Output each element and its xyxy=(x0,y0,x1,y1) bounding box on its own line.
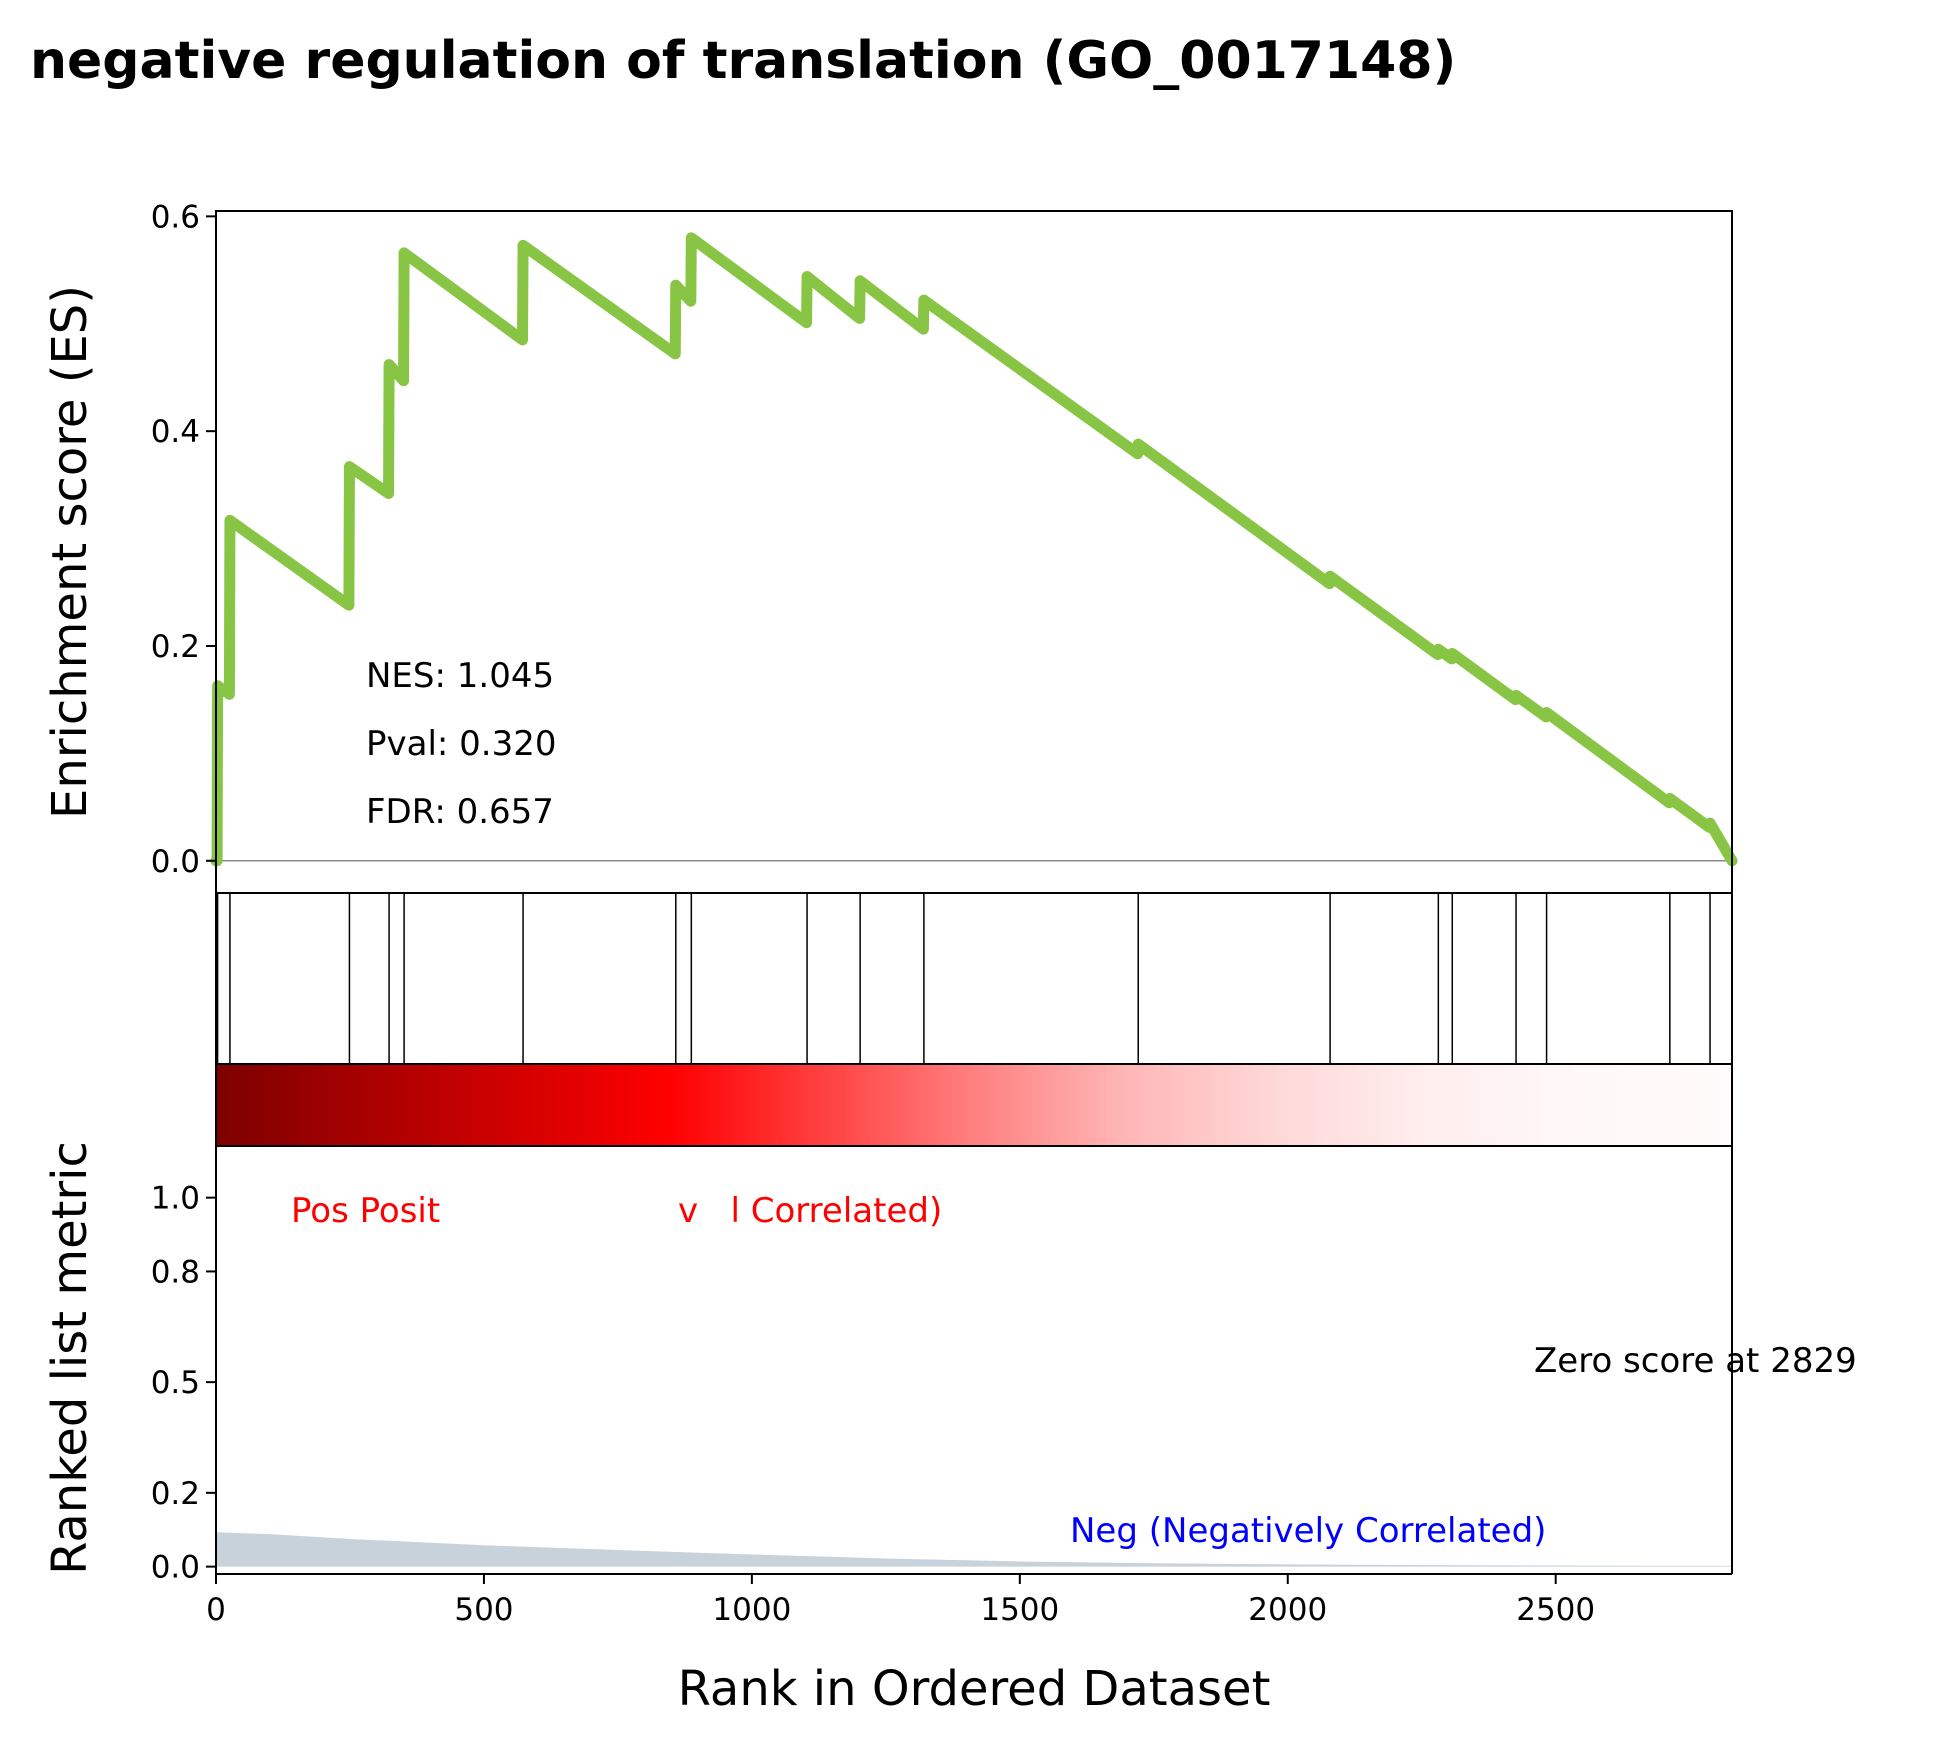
x-ticks: 0 500 1000 1500 2000 2500 xyxy=(206,1574,1595,1628)
ranked-y-tick-label: 1.0 xyxy=(151,1181,200,1217)
heatmap-strip xyxy=(216,1064,1732,1146)
chart-title: negative regulation of translation (GO_0… xyxy=(30,31,1456,91)
ranked-y-tick-label: 0.5 xyxy=(151,1365,200,1401)
x-tick-label: 0 xyxy=(206,1592,226,1628)
es-y-tick-label: 0.2 xyxy=(151,629,200,665)
pos-correlated-label: Pos Posit v l Correlated) xyxy=(291,1191,942,1231)
es-y-label: Enrichment score (ES) xyxy=(42,285,98,819)
hit-lines xyxy=(215,893,1733,1064)
fdr-annotation: FDR: 0.657 xyxy=(366,792,554,832)
zero-score-label: Zero score at 2829 xyxy=(1534,1341,1857,1381)
x-axis-label: Rank in Ordered Dataset xyxy=(678,1661,1271,1717)
x-tick-label: 1000 xyxy=(712,1592,791,1628)
ranked-metric-area xyxy=(216,1532,1732,1567)
es-y-ticks: 0.0 0.2 0.4 0.6 xyxy=(151,199,216,880)
heatmap-frame xyxy=(215,1063,1733,1147)
x-tick-label: 1500 xyxy=(980,1592,1059,1628)
ranked-y-tick-label: 0.8 xyxy=(151,1254,200,1290)
enrichment-axes-frame xyxy=(215,210,1733,894)
x-tick-label: 2000 xyxy=(1248,1592,1327,1628)
hits-axes-frame xyxy=(215,892,1733,1065)
es-curve xyxy=(210,232,1738,867)
x-tick-label: 500 xyxy=(454,1592,513,1628)
pval-annotation: Pval: 0.320 xyxy=(366,724,557,764)
enrichment-panel: 0.0 0.2 0.4 0.6 NES: 1.045 Pval: 0.320 FDR:… xyxy=(42,199,1738,894)
x-tick-label: 2500 xyxy=(1516,1592,1595,1628)
heatmap-panel xyxy=(215,1063,1733,1147)
es-y-tick-label: 0.6 xyxy=(151,199,200,235)
ranked-y-tick-label: 0.0 xyxy=(151,1550,200,1586)
es-y-tick-label: 0.4 xyxy=(151,414,200,450)
ranked-y-label: Ranked list metric xyxy=(42,1141,98,1575)
ranked-y-tick-label: 0.2 xyxy=(151,1476,200,1512)
nes-annotation: NES: 1.045 xyxy=(366,656,554,696)
hits-panel xyxy=(215,892,1733,1065)
es-y-tick-label: 0.0 xyxy=(151,844,200,880)
ranked-y-ticks: 0.0 0.2 0.5 0.8 1.0 xyxy=(151,1181,216,1586)
neg-correlated-label: Neg (Negatively Correlated) xyxy=(1070,1511,1546,1551)
ranked-panel: 0.0 0.2 0.5 0.8 1.0 Pos Posit v l Correlated… xyxy=(42,1141,1857,1586)
